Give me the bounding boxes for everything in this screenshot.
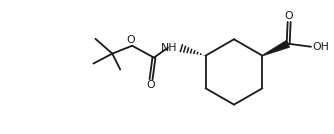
Text: O: O xyxy=(147,80,155,90)
Text: OH: OH xyxy=(312,42,329,52)
Polygon shape xyxy=(262,40,290,56)
Text: NH: NH xyxy=(161,43,178,53)
Text: O: O xyxy=(127,35,136,45)
Text: O: O xyxy=(285,11,294,21)
